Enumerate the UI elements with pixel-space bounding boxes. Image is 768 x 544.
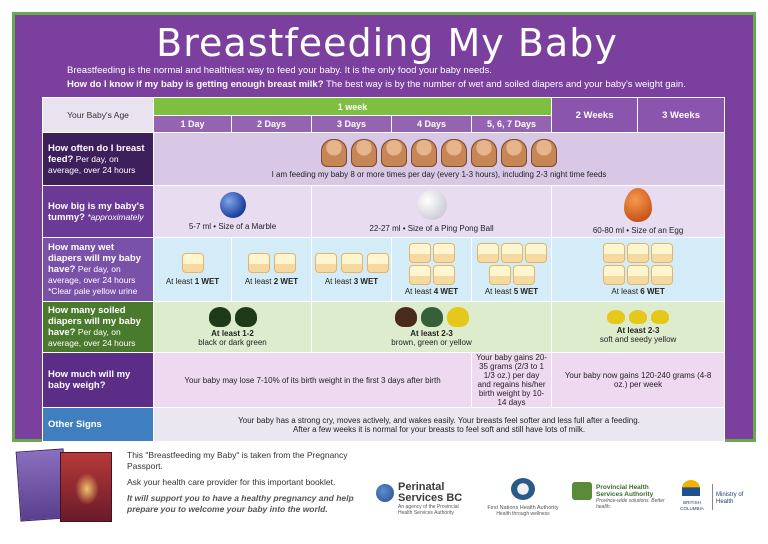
wet-cell: At least 3 WET	[311, 237, 392, 302]
wet-cell: At least 5 WET	[470, 237, 553, 302]
row-label-weight: How much will my baby weigh?	[42, 352, 154, 408]
row-label-soiled: How many soiled diapers will my baby hav…	[42, 301, 154, 353]
header-3-weeks: 3 Weeks	[637, 97, 726, 133]
intro-answer: The best way is by the number of wet and…	[323, 79, 686, 90]
header-day: 5, 6, 7 Days	[470, 115, 553, 133]
brown-stool-icon	[394, 307, 417, 327]
footer-p1: This "Breastfeeding my Baby" is taken fr…	[127, 450, 348, 471]
breastfeeding-mother-icon	[441, 139, 468, 167]
yellow-stool-icon	[446, 307, 469, 327]
footer-p3: It will support you to have a healthy pr…	[127, 493, 354, 514]
soiled-cell: At least 2-3 brown, green or yellow	[310, 301, 553, 353]
wet-diaper-icon	[627, 265, 650, 285]
breastfeeding-mother-icon	[471, 139, 498, 167]
wet-diaper-icon	[500, 243, 523, 263]
tummy-ppball-cell: 22-27 ml • Size of a Ping Pong Ball	[310, 185, 553, 238]
tummy-ppball-text: 22-27 ml • Size of a Ping Pong Ball	[369, 224, 494, 233]
feed-icons	[154, 139, 724, 167]
weight-cell-1: Your baby may lose 7-10% of its birth we…	[153, 352, 472, 408]
wet-cell: At least 1 WET	[153, 237, 232, 302]
breastfeeding-mother-icon	[531, 139, 558, 167]
wet-diaper-icon	[627, 243, 650, 263]
ping-pong-ball-icon	[416, 190, 447, 220]
bc-sun-icon	[682, 480, 700, 496]
wet-diaper-icon	[651, 265, 674, 285]
weight-cell-2: Your baby gains 20-35 grams (2/3 to 1 1/…	[470, 352, 553, 408]
wet-diaper-icon	[181, 253, 204, 273]
tummy-egg-cell: 60-80 ml • Size of an Egg	[551, 185, 726, 238]
yellow-stool-icon	[651, 310, 670, 324]
wet-diaper-icon	[247, 253, 270, 273]
row-label-feed: How often do I breast feed? Per day, on …	[42, 132, 154, 186]
yellow-stool-icon	[629, 310, 648, 324]
row-label-tummy: How big is my baby's tummy? *approximate…	[42, 185, 154, 238]
soiled-cell: At least 1-2 black or dark green	[153, 301, 312, 353]
breastfeeding-mother-icon	[321, 139, 348, 167]
wet-diaper-icon	[524, 243, 547, 263]
egg-icon	[624, 188, 653, 222]
wet-cell: At least 4 WET	[391, 237, 472, 302]
partner-logos: Perinatal Services BC An agency of the P…	[376, 478, 761, 528]
wet-diaper-icon	[603, 265, 626, 285]
feed-cell: I am feeding my baby 8 or more times per…	[152, 132, 726, 186]
footer-p2: Ask your health care provider for this i…	[127, 477, 336, 487]
wet-diaper-icon	[273, 253, 296, 273]
wet-diaper-icon	[432, 243, 455, 263]
wet-diaper-icon	[651, 243, 674, 263]
wet-diaper-icon	[488, 265, 511, 285]
weight-cell-3: Your baby now gains 120-240 grams (4-8 o…	[551, 352, 726, 408]
breastfeeding-mother-icon	[411, 139, 438, 167]
header-day: 1 Day	[153, 115, 232, 133]
header-day: 4 Days	[391, 115, 472, 133]
dark-stool-icon	[234, 307, 257, 327]
wet-diaper-icon	[366, 253, 389, 273]
yellow-stool-icon	[607, 310, 626, 324]
other-line-2: After a few weeks it is normal for your …	[292, 424, 586, 434]
breastfeeding-mother-icon	[501, 139, 528, 167]
wet-diaper-icon	[603, 243, 626, 263]
wet-cell: At least 6 WET	[551, 237, 726, 302]
row-label-wet: How many wet diapers will my baby have? …	[42, 237, 154, 302]
header-week-1: 1 week	[152, 97, 553, 116]
green-stool-icon	[420, 307, 443, 327]
tummy-marble-cell: 5-7 ml • Size of a Marble	[153, 185, 312, 238]
feed-note: I am feeding my baby 8 or more times per…	[271, 170, 607, 179]
page-title: Breastfeeding My Baby	[156, 21, 618, 65]
other-line-1: Your baby has a strong cry, moves active…	[238, 415, 640, 425]
breastfeeding-chart: Your Baby's Age 1 week 2 Weeks 3 Weeks 1…	[42, 97, 726, 442]
dark-stool-icon	[208, 307, 231, 327]
phsa-logo-icon	[572, 482, 592, 500]
marble-icon	[219, 192, 246, 218]
other-signs-cell: Your baby has a strong cry, moves active…	[152, 407, 726, 442]
header-2-weeks: 2 Weeks	[551, 97, 639, 133]
intro-question: How do I know if my baby is getting enou…	[67, 79, 324, 90]
wet-diaper-icon	[432, 265, 455, 285]
wet-diaper-icon	[314, 253, 337, 273]
wet-diaper-icon	[408, 243, 431, 263]
perinatal-logo-icon	[376, 484, 394, 502]
header-day: 3 Days	[311, 115, 392, 133]
intro-text: Breastfeeding is the normal and healthie…	[67, 64, 747, 92]
breastfeeding-mother-icon	[351, 139, 378, 167]
soiled-cell: At least 2-3 soft and seedy yellow	[551, 301, 726, 353]
pregnancy-passport-books	[15, 448, 122, 524]
fnha-logo-icon	[511, 478, 535, 500]
intro-line-2: How do I know if my baby is getting enou…	[67, 78, 747, 92]
footer-text: This "Breastfeeding my Baby" is taken fr…	[127, 450, 357, 520]
header-day: 2 Days	[231, 115, 312, 133]
row-label-other: Other Signs	[42, 407, 154, 442]
intro-line-1: Breastfeeding is the normal and healthie…	[67, 65, 492, 76]
booklet-cover-image	[60, 452, 112, 522]
tummy-marble-text: 5-7 ml • Size of a Marble	[188, 222, 277, 231]
wet-diaper-icon	[408, 265, 431, 285]
wet-diaper-icon	[476, 243, 499, 263]
breastfeeding-mother-icon	[381, 139, 408, 167]
wet-diaper-icon	[340, 253, 363, 273]
header-age: Your Baby's Age	[42, 97, 154, 133]
tummy-egg-text: 60-80 ml • Size of an Egg	[592, 226, 684, 235]
wet-cell: At least 2 WET	[231, 237, 312, 302]
wet-diaper-icon	[512, 265, 535, 285]
